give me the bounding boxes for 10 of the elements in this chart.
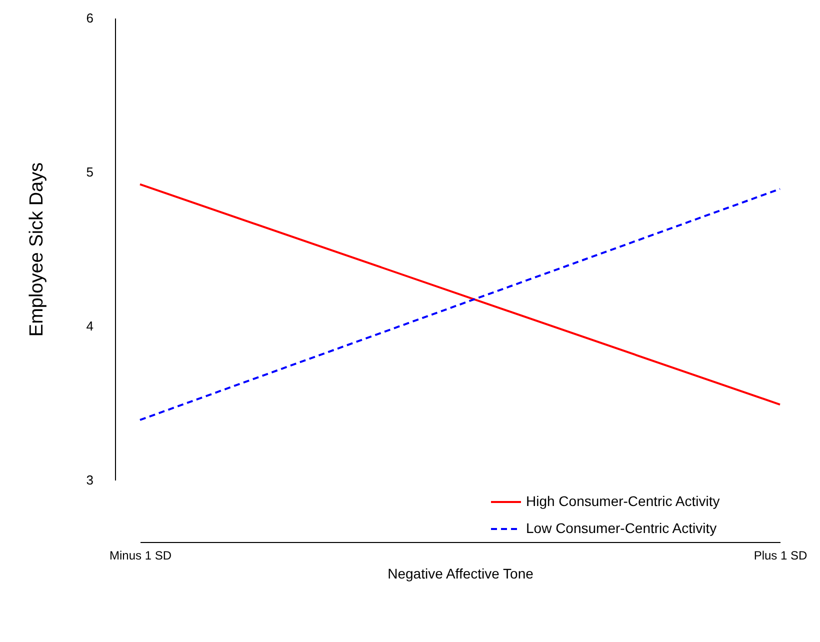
legend-label: Low Consumer-Centric Activity xyxy=(526,520,717,536)
y-tick-label: 3 xyxy=(86,472,94,488)
x-axis-title: Negative Affective Tone xyxy=(388,566,534,582)
legend-label: High Consumer-Centric Activity xyxy=(526,493,720,509)
y-tick-label: 5 xyxy=(86,164,94,180)
y-axis-title: Employee Sick Days xyxy=(26,162,48,337)
x-tick-label: Minus 1 SD xyxy=(109,548,172,562)
y-tick-label: 4 xyxy=(86,318,94,334)
x-tick-label: Plus 1 SD xyxy=(754,548,808,562)
y-tick-label: 6 xyxy=(86,10,94,26)
